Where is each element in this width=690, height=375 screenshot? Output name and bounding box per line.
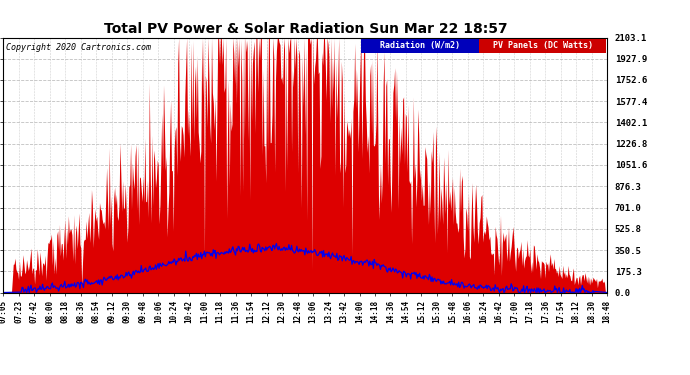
- Text: Radiation (W/m2): Radiation (W/m2): [380, 41, 460, 50]
- Title: Total PV Power & Solar Radiation Sun Mar 22 18:57: Total PV Power & Solar Radiation Sun Mar…: [104, 22, 507, 36]
- Text: Copyright 2020 Cartronics.com: Copyright 2020 Cartronics.com: [6, 43, 152, 52]
- FancyBboxPatch shape: [479, 39, 606, 53]
- FancyBboxPatch shape: [362, 39, 479, 53]
- Text: PV Panels (DC Watts): PV Panels (DC Watts): [493, 41, 593, 50]
